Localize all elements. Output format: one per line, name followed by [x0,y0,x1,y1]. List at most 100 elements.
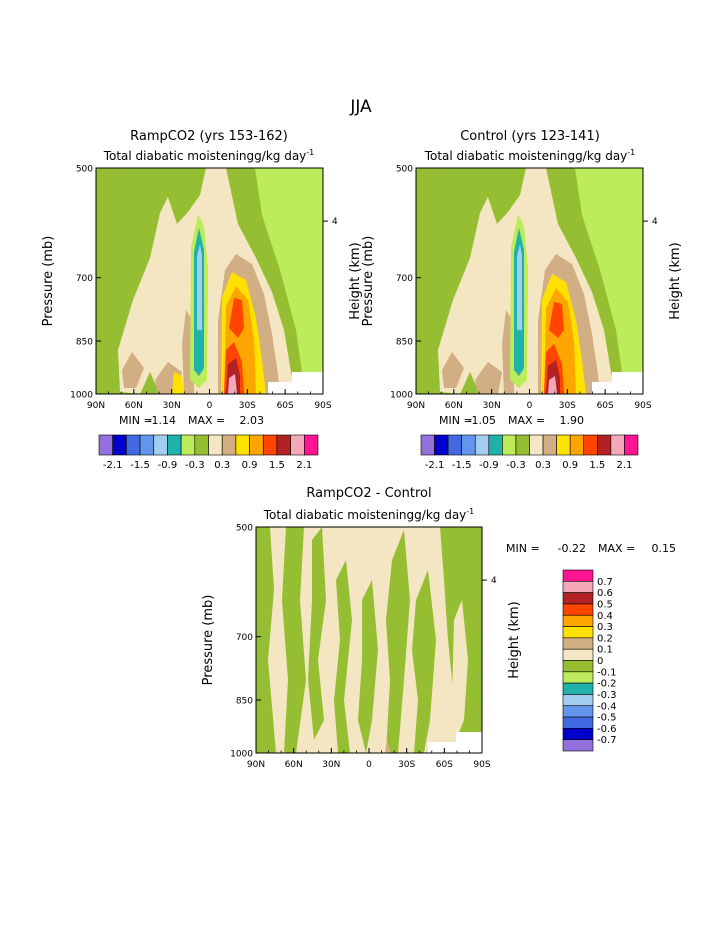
bottom-x-tick-label: 30N [322,760,340,770]
right-x-tick-label: 60S [597,401,614,411]
bottom-colorbar-label: 0.3 [597,622,613,633]
bottom-x-tick-label: 90N [247,760,265,770]
left-orange-red-core [229,298,244,338]
left-yellow-small-west [172,372,184,394]
bottom-y-tick-label: 700 [236,633,253,643]
bottom-colorbar-label: 0.6 [597,588,613,599]
left-colorbar-label: 0.9 [242,460,258,471]
bottom-x-tick-label: 90S [473,760,490,770]
right-colorbar-label: -0.9 [479,460,499,471]
left-x-tick-label: 60N [125,401,143,411]
bottom-colorbar-swatch [562,682,594,695]
left-contour-field [95,167,324,395]
bottom-green-band-2 [282,527,306,753]
bottom-axes: 90N 60N 30N 0 30S 60S 90S 500 700 850 1000 4 Pressur… [201,524,522,771]
right-light-blue-core [517,244,522,330]
bottom-max-label: MAX = [598,542,635,555]
right-missing-data [592,372,643,394]
left-colorbar-label: -2.1 [103,460,123,471]
bottom-colorbar-swatch [562,626,594,639]
bottom-colorbar-label: 0.7 [597,577,613,588]
left-y-axis-label: Pressure (mb) [41,236,56,327]
right-max-label: MAX = [508,414,545,427]
right-y-axis-label: Pressure (mb) [361,236,376,327]
left-colorbar-swatch [126,434,141,456]
right-axes: 90N 60N 30N 0 30S 60S 90S 500 700 850 1000 4 Pressur… [361,165,683,412]
bottom-colorbar-swatch [562,705,594,718]
left-light-blue-core [197,244,202,330]
right-colorbar-label: 0.9 [562,460,578,471]
left-y-tick-label: 500 [76,165,93,175]
left-colorbar-swatch [290,434,305,456]
bottom-colorbar-swatch [562,660,594,673]
right-colorbar-swatch [502,434,517,456]
bottom-y-tick-label: 1000 [230,750,253,760]
right-max-value: 1.90 [560,414,585,427]
bottom-colorbar-label: -0.5 [597,713,617,724]
left-colorbar-label: 1.5 [269,460,285,471]
bottom-green-band-4 [334,560,352,753]
right-colorbar-label: 2.1 [616,460,632,471]
left-tan-blob-west [122,352,144,388]
left-colorbar-swatch [235,434,250,456]
bottom-colorbar-swatch [562,739,594,752]
right-colorbar-swatch [488,434,503,456]
bottom-colorbar-label: -0.6 [597,724,617,735]
right-x-tick-label: 90S [634,401,651,411]
right-x-tick-label: 60N [445,401,463,411]
left-colorbar-swatch [153,434,168,456]
left-colorbar-swatch [276,434,291,456]
bottom-colorbar-swatch [562,614,594,627]
bottom-colorbar-label: -0.4 [597,701,617,712]
left-colorbar-swatch [180,434,196,456]
bottom-min-label: MIN = [506,542,540,555]
right-colorbar: -2.1 -1.5 -0.9 -0.3 0.3 0.9 1.5 2.1 [420,434,639,471]
right-colorbar-swatch [624,434,639,456]
left-min-label: MIN = [119,414,153,427]
left-axes: 90N 60N 30N 0 30S 60S 90S 500 700 850 1000 4 Pressur… [41,165,363,412]
bottom-x-tick-label: 0 [366,760,372,770]
left-colorbar-swatch [249,434,264,456]
bottom-colorbar-swatch [562,603,594,616]
left-colorbar-swatch [98,434,113,456]
left-panel: RampCO2 (yrs 153-162) Total diabatic moi… [41,129,363,471]
right-x-tick-label: 90N [407,401,425,411]
right-contour-field [415,167,644,395]
left-x-tick-label: 30N [163,401,181,411]
bottom-missing-data [428,732,482,753]
right-colorbar-swatch [529,434,544,456]
right-min-label: MIN = [439,414,473,427]
left-x-tick-label: 90S [314,401,331,411]
bottom-green-band-5 [358,580,378,753]
bottom-y2-tick-label: 4 [491,576,497,586]
right-colorbar-swatch [610,434,625,456]
left-colorbar-label: -0.9 [158,460,178,471]
left-colorbar: -2.1 -1.5 -0.9 -0.3 0.3 0.9 1.5 2.1 [98,434,319,471]
right-x-tick-label: 0 [527,401,533,411]
left-missing-data [268,372,323,394]
bottom-max-value: 0.15 [652,542,677,555]
right-colorbar-swatch [569,434,585,456]
bottom-y-axis-label: Pressure (mb) [201,595,216,686]
bottom-green-band-6 [386,530,410,753]
right-colorbar-label: 1.5 [589,460,605,471]
right-colorbar-swatch [461,434,476,456]
left-y-tick-label: 700 [76,274,93,284]
left-colorbar-label: 0.3 [214,460,230,471]
left-light-green-region [255,168,323,394]
bottom-colorbar-label: 0.5 [597,599,613,610]
bottom-x-tick-label: 60S [436,760,453,770]
right-x-tick-label: 30S [559,401,576,411]
right-y2-tick-label: 4 [652,217,658,227]
bottom-tan-dot [385,740,391,753]
left-colorbar-label: 2.1 [296,460,312,471]
bottom-colorbar-label: 0.4 [597,611,613,622]
left-pink-core [228,374,237,394]
right-colorbar-swatch [597,434,612,456]
bottom-panel: RampCO2 - Control Total diabatic moisten… [201,486,676,770]
bottom-colorbar-label: 0.2 [597,633,613,644]
left-x-tick-label: 90N [87,401,105,411]
right-colorbar-label: -0.3 [506,460,526,471]
right-orange-red-core [549,302,564,338]
